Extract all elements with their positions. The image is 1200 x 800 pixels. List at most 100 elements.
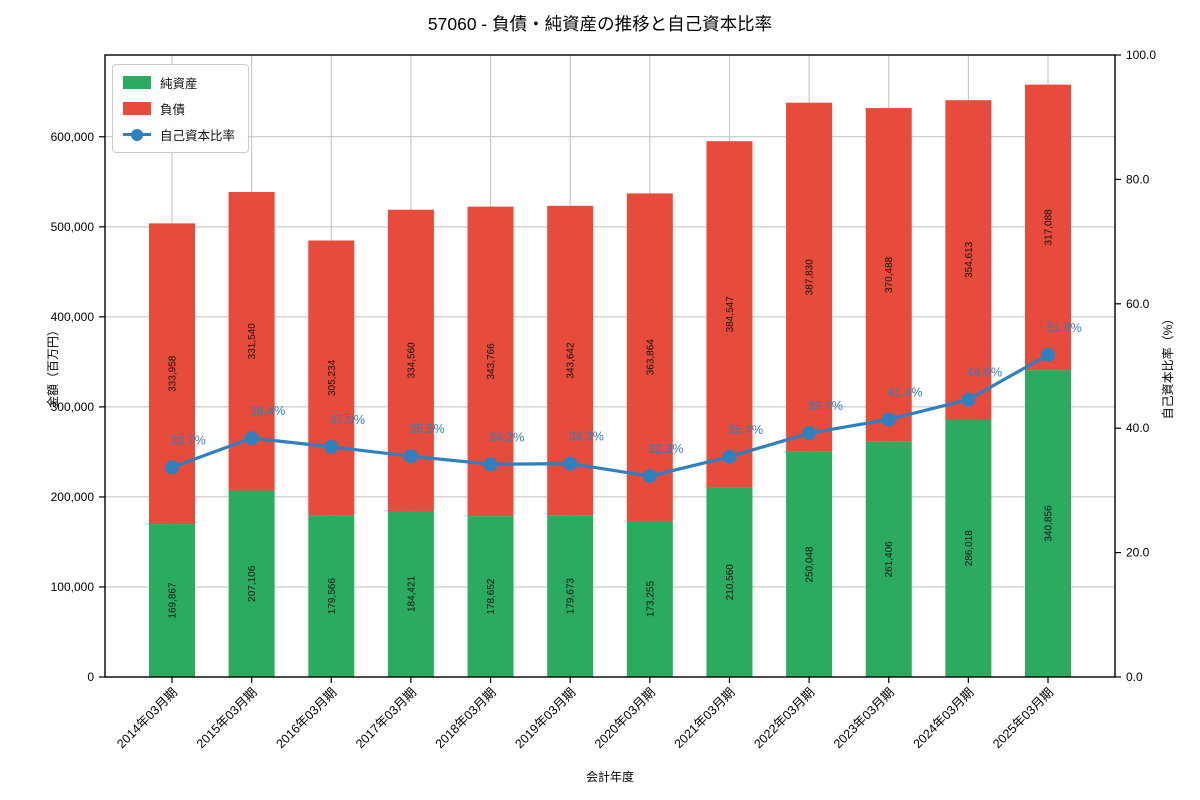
left-tick-label: 600,000 (51, 130, 95, 144)
equity-ratio-point-label: 44.6% (967, 366, 1002, 380)
equity-ratio-series: 33.7% 38.4% 37.0% 35.5% 34.2% 34.3% 32.3% 35.4%… (165, 321, 1082, 484)
bar-net-assets (706, 487, 753, 677)
right-tick-label: 80.0 (1126, 172, 1150, 186)
equity-ratio-point (881, 412, 896, 427)
x-tick-label: 2019年03月期 (512, 685, 578, 751)
bar-net-assets (228, 490, 275, 677)
legend-label-equity-ratio: 自己資本比率 (160, 129, 236, 143)
x-tick-label: 2023年03月期 (831, 685, 897, 751)
net-assets-value-label: 210,560 (725, 564, 736, 601)
net-assets-value-label: 179,673 (566, 578, 577, 615)
liabilities-value-label: 384,547 (725, 296, 736, 333)
liabilities-swatch (123, 102, 151, 115)
net-assets-swatch (123, 76, 151, 89)
equity-ratio-point (165, 460, 179, 475)
equity-ratio-point (403, 449, 418, 464)
bar-net-assets (865, 441, 912, 677)
bar-net-assets (547, 515, 594, 677)
left-axis-title: 金額（百万円） (45, 324, 60, 408)
equity-ratio-point (483, 457, 498, 472)
bar-net-assets (149, 524, 195, 677)
equity-ratio-point-label: 33.7% (170, 433, 205, 447)
bar-liabilities (308, 240, 355, 516)
x-tick-label: 2014年03月期 (114, 685, 180, 751)
net-assets-value-label: 286,018 (964, 530, 975, 567)
x-axis-title: 会計年度 (586, 769, 634, 784)
bar-net-assets (1025, 370, 1071, 677)
liabilities-value-label: 305,234 (327, 359, 338, 396)
legend-item-net-assets: 純資産 (123, 73, 235, 92)
axis-ticks (99, 54, 1121, 683)
legend-label-net-assets: 純資産 (160, 77, 198, 91)
bar-net-assets (387, 510, 434, 677)
equity-ratio-point (642, 469, 657, 484)
equity-ratio-point (244, 431, 259, 446)
bar-liabilities (1025, 84, 1071, 371)
equity-ratio-point-label: 41.4% (887, 385, 922, 399)
net-assets-value-label: 250,048 (805, 546, 816, 583)
left-tick-label: 500,000 (51, 220, 95, 234)
equity-ratio-point-label: 37.0% (330, 413, 365, 427)
right-tick-label: 0.0 (1126, 670, 1143, 684)
liabilities-value-label: 370,488 (884, 256, 895, 293)
bar-liabilities (865, 108, 912, 442)
net-assets-value-label: 178,652 (486, 578, 497, 615)
x-tick-label: 2025年03月期 (990, 685, 1056, 751)
liabilities-value-label: 333,958 (168, 355, 179, 392)
x-tick-label: 2020年03月期 (592, 685, 658, 751)
equity-ratio-point (563, 456, 578, 471)
bar-series: 169,867 333,958 207,106 331,540 179,566 305,2… (149, 84, 1071, 677)
net-assets-value-label: 340,856 (1044, 505, 1055, 542)
net-assets-value-label: 261,406 (884, 541, 895, 578)
net-assets-value-label: 207,106 (247, 565, 258, 602)
plot-frame (104, 54, 1116, 678)
legend-item-liabilities: 負債 (123, 99, 235, 118)
equity-ratio-point (722, 449, 737, 464)
right-tick-label: 40.0 (1126, 421, 1150, 435)
left-tick-label: 400,000 (51, 310, 95, 324)
net-assets-value-label: 169,867 (168, 582, 179, 619)
bar-liabilities (706, 141, 753, 488)
x-tick-label: 2021年03月期 (672, 685, 738, 751)
equity-ratio-point-label: 34.3% (568, 430, 603, 444)
equity-ratio-point (1041, 347, 1055, 362)
liabilities-value-label: 317,088 (1044, 209, 1055, 246)
legend: 純資産 負債 自己資本比率 (112, 64, 250, 153)
bar-liabilities (945, 100, 992, 420)
x-tick-label: 2024年03月期 (911, 685, 977, 751)
equity-ratio-point-label: 35.5% (409, 422, 444, 436)
equity-ratio-point-label: 34.2% (489, 430, 524, 444)
left-tick-label: 300,000 (51, 400, 95, 414)
bar-net-assets (467, 516, 514, 677)
legend-label-liabilities: 負債 (160, 103, 186, 117)
liabilities-value-label: 363,864 (645, 339, 656, 376)
x-tick-label: 2016年03月期 (273, 685, 339, 751)
right-axis-title: 自己資本比率（%） (1160, 313, 1175, 420)
bar-net-assets (626, 521, 673, 677)
right-tick-label: 100.0 (1126, 48, 1156, 62)
x-tick-label: 2018年03月期 (433, 685, 499, 751)
bar-net-assets (945, 419, 992, 677)
liabilities-value-label: 343,766 (486, 343, 497, 380)
net-assets-value-label: 173,255 (645, 580, 656, 617)
equity-ratio-dot-glyph (131, 128, 143, 141)
equity-ratio-line (171, 353, 1049, 478)
bar-net-assets (308, 515, 355, 677)
left-tick-label: 100,000 (51, 580, 95, 594)
left-tick-label: 200,000 (51, 490, 95, 504)
x-tick-label: 2017年03月期 (353, 685, 419, 751)
x-tick-label: 2015年03月期 (194, 685, 260, 751)
left-tick-label: 0 (87, 670, 94, 684)
equity-ratio-point-label: 35.4% (728, 423, 763, 437)
right-tick-label: 60.0 (1126, 297, 1150, 311)
liabilities-value-label: 334,560 (406, 342, 417, 379)
equity-ratio-point (324, 439, 339, 454)
equity-ratio-point (961, 392, 976, 407)
chart-title: 57060 - 負債・純資産の推移と自己資本比率 (427, 14, 773, 34)
equity-ratio-point-label: 51.8% (1046, 321, 1081, 335)
legend-item-equity-ratio: 自己資本比率 (123, 125, 235, 144)
bar-net-assets (786, 451, 833, 677)
x-tick-label: 2022年03月期 (751, 685, 817, 751)
